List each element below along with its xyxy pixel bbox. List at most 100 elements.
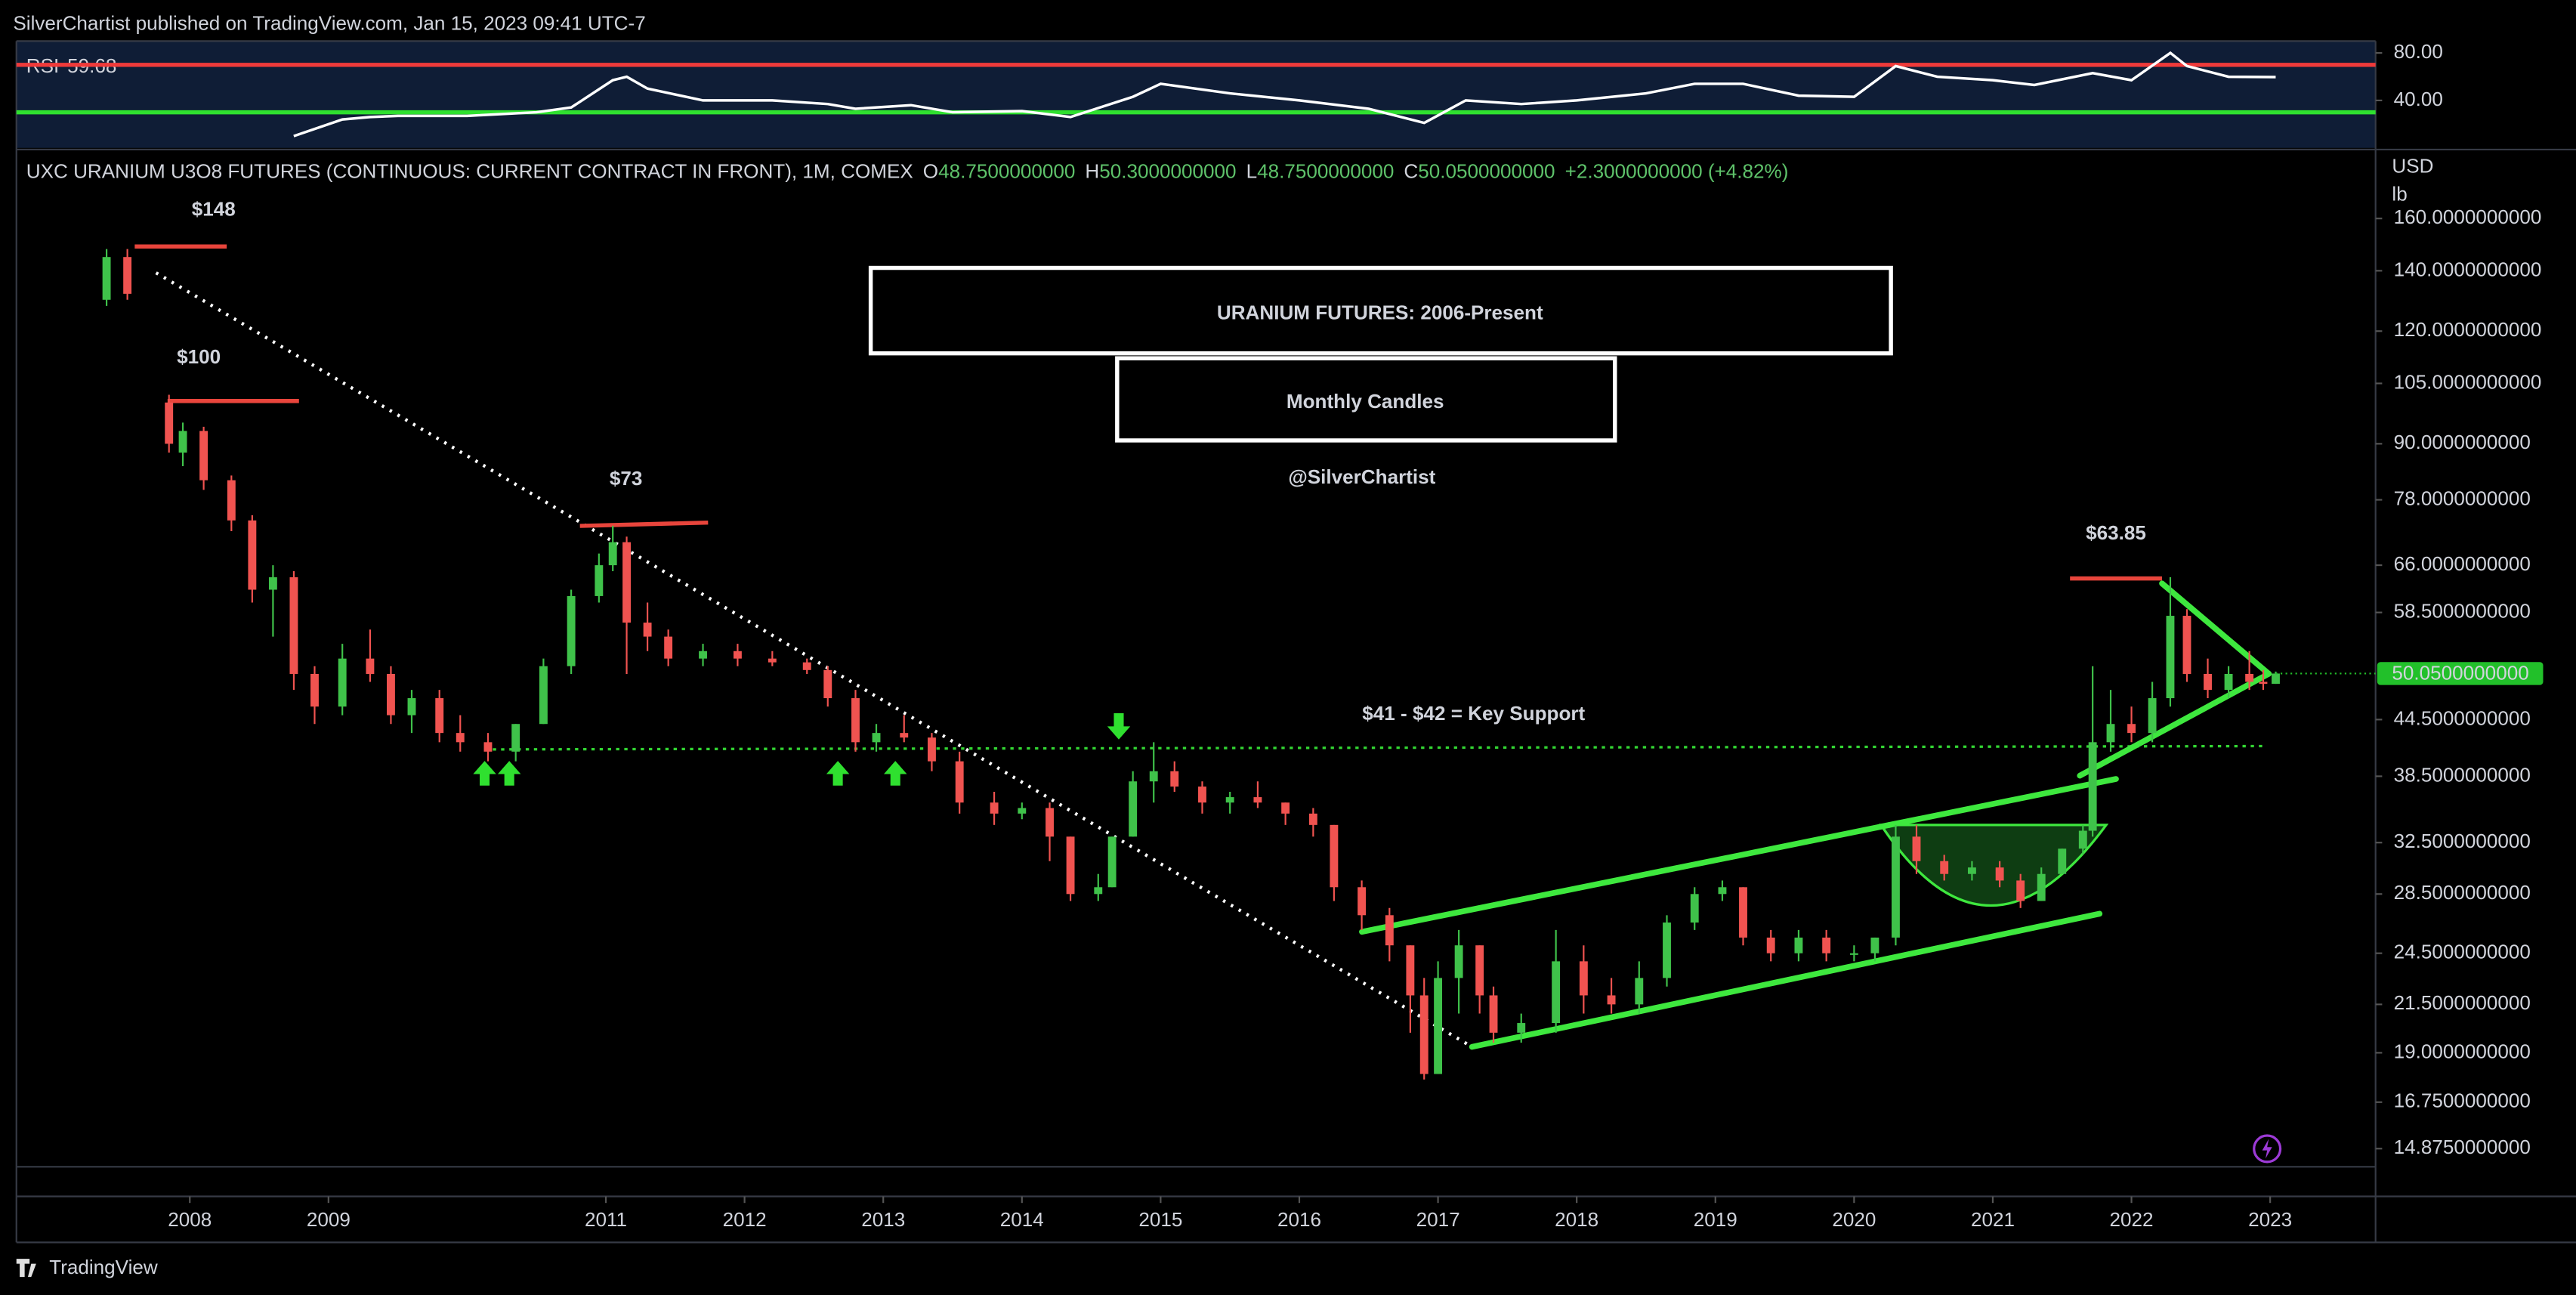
triangle-top [2159, 580, 2272, 677]
y-tick-label: 105.0000000000 [2394, 370, 2542, 393]
candle-body [1475, 945, 1484, 996]
chart-title: URANIUM FUTURES: 2006-Present [1217, 301, 1543, 323]
channel-top [1886, 776, 2119, 828]
candle-body [289, 577, 298, 674]
candle-body [1107, 836, 1117, 888]
candle-body [1995, 867, 2004, 881]
candle-body [2148, 698, 2157, 734]
rsi-tick-label: 80.00 [2394, 40, 2443, 63]
candle-body [1822, 937, 1831, 953]
alert-icon[interactable] [2253, 1134, 2282, 1164]
candle-body [1406, 945, 1415, 996]
ohlc-value: 50.0500000000 [1418, 159, 1555, 182]
candle-body [733, 651, 742, 659]
candle-body [1892, 836, 1900, 938]
y-tick-label: 28.5000000000 [2394, 881, 2531, 904]
candle-body [823, 669, 832, 699]
candle-body [1018, 808, 1027, 814]
chart-subtitle: Monthly Candles [1286, 390, 1444, 413]
candle-body [928, 737, 936, 762]
candle-body [2166, 616, 2175, 699]
candle-body [227, 480, 236, 521]
annotation: $100 [177, 345, 221, 368]
candle-body [310, 673, 319, 707]
candle-body [1454, 945, 1463, 978]
arrows [473, 713, 1131, 786]
x-tick-label: 2012 [723, 1208, 767, 1231]
y-tick-label: 19.0000000000 [2394, 1040, 2531, 1062]
y-tick-label: 38.5000000000 [2394, 763, 2531, 786]
candle-body [1766, 937, 1775, 953]
candle-body [1066, 836, 1075, 895]
down-arrow [1107, 713, 1131, 740]
support-line [493, 744, 2268, 751]
x-tick-label: 2009 [307, 1208, 351, 1231]
candle-body [2106, 724, 2115, 743]
candle-body [643, 623, 652, 637]
candle-body [900, 733, 909, 738]
y-tick-label: 78.0000000000 [2394, 487, 2531, 509]
candle-body [2224, 673, 2233, 691]
candle-body [1849, 953, 1858, 955]
candle-body [1170, 771, 1179, 787]
candle-body [1552, 961, 1561, 1024]
candle-body [2204, 673, 2212, 691]
candle-body [483, 742, 493, 752]
last-price-tag [2377, 662, 2544, 685]
footer-brand: TradingView [49, 1256, 158, 1278]
candle-body [608, 542, 617, 566]
channel-bottom [1469, 910, 2103, 1050]
candle-body [768, 658, 777, 663]
candle-body [407, 698, 416, 715]
up-arrow [473, 761, 496, 786]
symbol: UXC URANIUM U3O8 FUTURES (CONTINUOUS: CU… [26, 159, 913, 182]
candle-body [1870, 937, 1879, 953]
last-price-label: 50.0500000000 [2392, 661, 2528, 684]
candle-body [1308, 813, 1317, 825]
publisher-line: SilverChartist published on TradingView.… [13, 12, 645, 35]
candle-body [595, 565, 604, 596]
y-tick-label: 140.0000000000 [2394, 258, 2542, 280]
candle-body [1094, 887, 1103, 895]
candle-body [2016, 880, 2025, 901]
candle-body [1253, 797, 1262, 803]
candle-body [1046, 808, 1054, 837]
currency: USD [2392, 155, 2433, 178]
annotation: $41 - $42 = Key Support [1362, 702, 1585, 725]
candle-body [2259, 681, 2268, 685]
x-tick-label: 2014 [1000, 1208, 1044, 1231]
x-tick-label: 2018 [1555, 1208, 1598, 1231]
candle-body [1434, 978, 1443, 1074]
x-tick-label: 2020 [1832, 1208, 1876, 1231]
candles [102, 249, 2280, 1080]
x-tick-label: 2021 [1971, 1208, 2015, 1231]
candle-body [699, 651, 707, 659]
candle-body [268, 577, 277, 590]
annotation: $73 [610, 467, 643, 490]
triangle-bottom [2077, 670, 2272, 779]
candle-body [622, 542, 631, 623]
candle-body [990, 802, 999, 814]
up-arrow [497, 761, 521, 786]
candle-body [102, 257, 111, 300]
y-tick-label: 16.7500000000 [2394, 1089, 2531, 1112]
candle-body [1635, 978, 1644, 1005]
candle-body [1940, 861, 1949, 874]
candle-body [1149, 771, 1158, 782]
candle-body [567, 595, 576, 666]
title-box [868, 265, 1893, 356]
candle-body [1225, 797, 1234, 803]
candle-body [1357, 887, 1367, 916]
y-tick-label: 160.0000000000 [2394, 206, 2542, 228]
level-mark [579, 520, 709, 528]
candle-body [1718, 887, 1727, 895]
ohlc-key: C [1404, 159, 1418, 182]
y-tick-label: 66.0000000000 [2394, 552, 2531, 575]
annotation: $148 [192, 197, 236, 220]
rsi-tick-label: 40.00 [2394, 88, 2443, 110]
author: @SilverChartist [1288, 465, 1435, 488]
y-tick-label: 24.5000000000 [2394, 941, 2531, 963]
symbol-header: UXC URANIUM U3O8 FUTURES (CONTINUOUS: CU… [26, 159, 1789, 182]
candle-body [366, 658, 375, 674]
